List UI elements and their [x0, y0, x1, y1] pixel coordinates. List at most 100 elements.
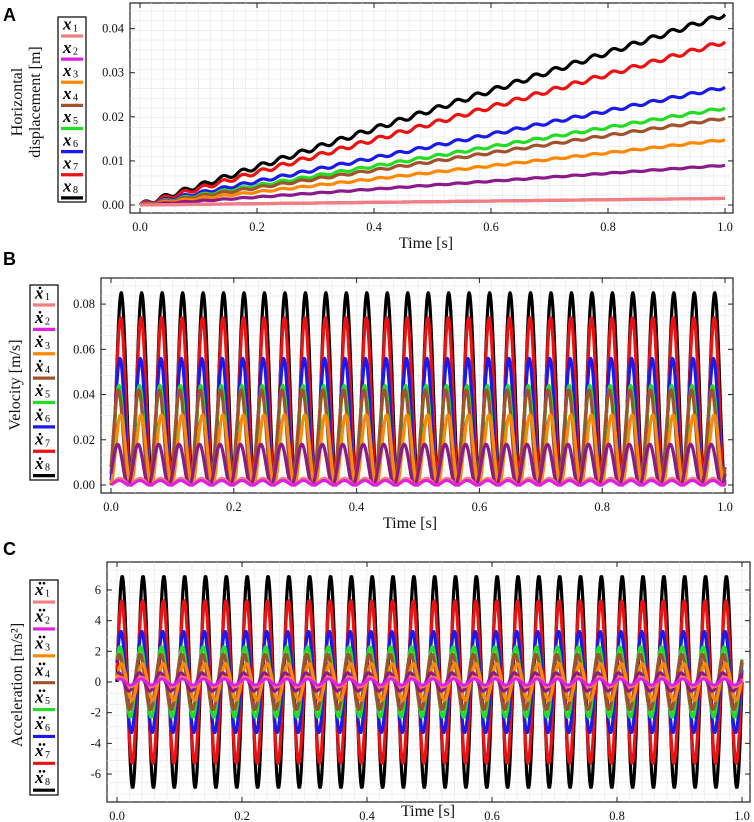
x-tick-label: 0.8: [609, 809, 625, 822]
x-tick-label: 0.8: [594, 500, 610, 514]
legend-dot: [38, 359, 42, 363]
legend-dot: [38, 689, 42, 693]
legend-symbol: x: [34, 308, 44, 327]
legend-symbol: x: [34, 381, 44, 400]
legend-dot: [42, 743, 46, 746]
legend-dot: [38, 384, 42, 387]
legend-symbol: x: [34, 430, 44, 449]
y-tick-label: 0.04: [102, 22, 125, 36]
y-tick-label: 0.01: [102, 154, 124, 168]
legend-box: [29, 579, 59, 796]
series-line-3: [139, 138, 726, 207]
legend-symbol: x: [34, 283, 44, 302]
legend-dot: [38, 635, 42, 639]
legend-symbol: x: [34, 714, 44, 733]
x-tick-label: 0.2: [234, 809, 250, 822]
x-tick-label: 0.4: [359, 809, 375, 822]
x-tick-label: 0.6: [472, 500, 488, 514]
legend-symbol: x: [34, 687, 44, 706]
legend-symbol: x: [34, 768, 44, 787]
x-tick-label: 1.0: [717, 500, 733, 514]
y-ticks-c: -6 -4 -2 0 2 4 6: [91, 583, 750, 781]
series-line-2: [110, 478, 726, 487]
legend-symbol: x: [34, 580, 44, 599]
legend-dot: [38, 311, 42, 314]
y-tick-label: 0.06: [73, 342, 95, 356]
legend-subscript: 5: [73, 116, 78, 127]
legend-subscript: 4: [73, 93, 78, 104]
series-line-4: [115, 652, 744, 712]
legend-dot: [42, 662, 46, 666]
legend-dot: [42, 608, 46, 612]
y-axis-label-a-line1: Horizontal: [9, 67, 26, 136]
series-line-2: [116, 677, 744, 687]
series-c: [115, 575, 744, 789]
x-tick-label: 1.0: [717, 220, 733, 234]
series-line-4: [139, 116, 726, 207]
panel-letter-a: A: [3, 5, 16, 25]
legend-symbol: x: [62, 84, 72, 103]
y-tick-label: 0.08: [73, 297, 95, 311]
legend-subscript: 6: [45, 414, 50, 425]
y-tick-label: 0: [95, 675, 101, 689]
x-axis-label-c: Time [s]: [401, 803, 455, 820]
legend-dot: [42, 716, 46, 719]
legend-subscript: 2: [45, 316, 50, 327]
x-ticks-a: 0.0 0.2 0.4 0.6 0.8 1.0: [132, 3, 733, 234]
legend-dot: [38, 770, 42, 773]
legend-dot: [38, 581, 42, 585]
x-axis-label-b: Time [s]: [383, 515, 437, 532]
legend-symbol: x: [34, 634, 44, 653]
legend-subscript: 7: [73, 162, 78, 173]
legend-subscript: 8: [45, 777, 50, 788]
legend-symbol: x: [34, 660, 44, 679]
legend-b: x 1x 2x 3x 4x 5x 6x 7x 8: [29, 283, 59, 481]
panel-c: C 0.0 0.2 0.4 0.6 0.8 1.0 -6 -4 -2 0 2 4 6 Time [s]…: [3, 539, 751, 822]
legend-dot: [38, 457, 42, 460]
legend-subscript: 1: [45, 292, 50, 303]
legend-symbol: x: [34, 405, 44, 424]
legend-subscript: 7: [45, 750, 50, 761]
series-line-purple: [109, 442, 727, 487]
x-ticks-b: 0.0 0.2 0.4 0.6 0.8 1.0: [103, 278, 733, 514]
panel-b: B 0.0 0.2 0.4 0.6 0.8 1.0 0.000.020.040.060.0…: [3, 249, 734, 532]
x-tick-label: 0.4: [349, 500, 365, 514]
x-tick-label: 0.0: [132, 220, 148, 234]
legend-c: x 1x 2x 3x 4x 5x 6x 7x 8: [29, 579, 59, 796]
x-axis-label-a: Time [s]: [399, 235, 453, 252]
legend-subscript: 1: [45, 589, 50, 600]
series-line-8: [138, 13, 727, 207]
legend-subscript: 2: [45, 616, 50, 627]
y-tick-label: 0.03: [102, 66, 124, 80]
y-axis-label-c: Acceleration [m/s²]: [9, 623, 26, 747]
legend-subscript: 2: [73, 46, 78, 57]
x-tick-label: 0.2: [226, 500, 242, 514]
y-tick-label: 0.04: [73, 388, 96, 402]
series-b: [109, 291, 727, 487]
legend-symbol: x: [34, 332, 44, 351]
legend-symbol: x: [62, 38, 72, 57]
series-a: [138, 13, 727, 207]
legend-dot: [42, 635, 46, 639]
legend-a: x 1x 2x 3x 4x 5x 6x 7x 8: [57, 15, 87, 203]
legend-subscript: 4: [45, 669, 50, 680]
x-tick-label: 0.6: [484, 809, 500, 822]
y-tick-label: 0.02: [73, 433, 95, 447]
legend-symbol: x: [34, 454, 44, 473]
